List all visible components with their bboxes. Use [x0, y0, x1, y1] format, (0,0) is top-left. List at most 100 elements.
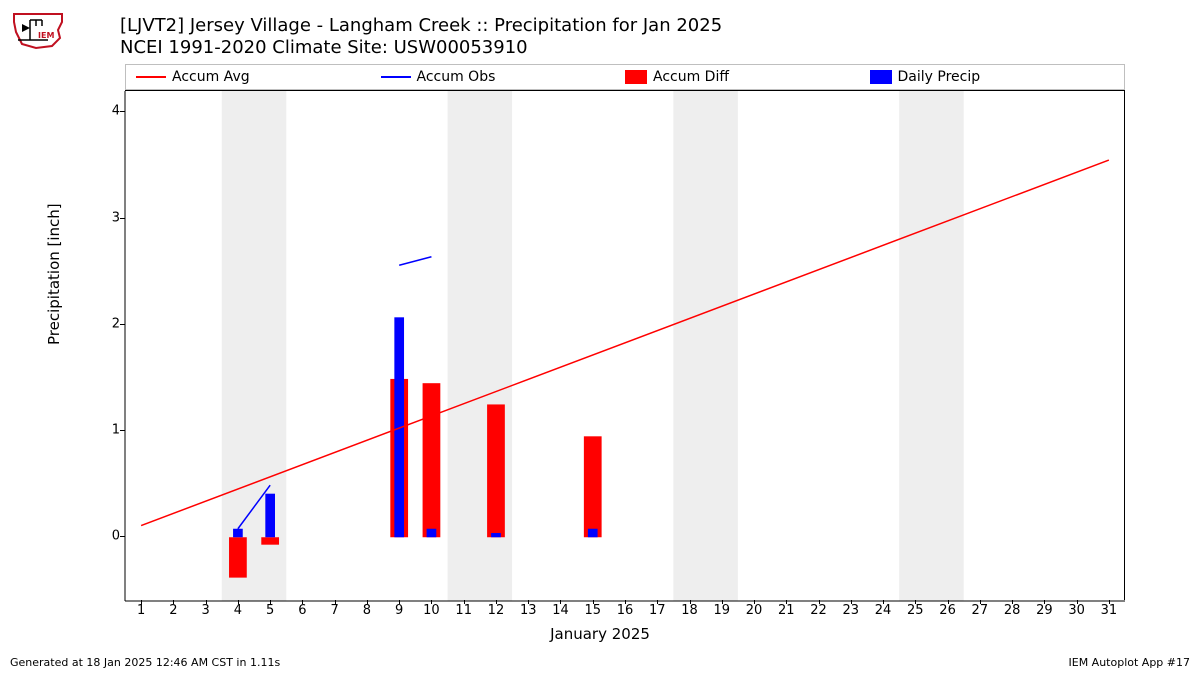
daily-precip-bar — [491, 533, 501, 537]
x-tick-label: 19 — [713, 603, 730, 618]
daily-precip-bar — [265, 494, 275, 538]
x-tick-mark — [980, 600, 981, 604]
x-tick-mark — [754, 600, 755, 604]
legend-label: Accum Obs — [417, 69, 496, 85]
accum-diff-bar — [261, 537, 279, 544]
x-tick-mark — [1077, 600, 1078, 604]
x-tick-mark — [141, 600, 142, 604]
title-line2: NCEI 1991-2020 Climate Site: USW00053910 — [120, 37, 722, 59]
x-tick-label: 13 — [520, 603, 537, 618]
x-tick-label: 9 — [395, 603, 403, 618]
x-tick-mark — [593, 600, 594, 604]
accum-obs-line — [399, 257, 431, 266]
chart-title: [LJVT2] Jersey Village - Langham Creek :… — [120, 15, 722, 58]
x-tick-label: 26 — [939, 603, 956, 618]
x-tick-label: 11 — [455, 603, 472, 618]
footer-app: IEM Autoplot App #17 — [1069, 656, 1191, 669]
x-tick-mark — [270, 600, 271, 604]
y-tick-label: 3 — [112, 210, 120, 225]
x-tick-mark — [1109, 600, 1110, 604]
x-tick-label: 10 — [423, 603, 440, 618]
svg-text:IEM: IEM — [38, 31, 54, 40]
y-tick-mark — [120, 536, 125, 537]
x-tick-label: 7 — [331, 603, 339, 618]
x-tick-mark — [560, 600, 561, 604]
x-tick-label: 30 — [1068, 603, 1085, 618]
legend-item: Accum Diff — [625, 69, 870, 85]
y-tick-label: 2 — [112, 316, 120, 331]
y-tick-mark — [120, 430, 125, 431]
x-tick-label: 5 — [266, 603, 274, 618]
legend-line-swatch — [136, 76, 166, 78]
x-tick-mark — [302, 600, 303, 604]
x-tick-mark — [819, 600, 820, 604]
y-tick-mark — [120, 218, 125, 219]
daily-precip-bar — [588, 529, 598, 538]
legend-label: Accum Diff — [653, 69, 729, 85]
x-tick-mark — [625, 600, 626, 604]
x-tick-label: 2 — [169, 603, 177, 618]
legend-item: Accum Avg — [136, 69, 381, 85]
x-tick-mark — [431, 600, 432, 604]
x-tick-label: 14 — [552, 603, 569, 618]
accum-diff-bar — [487, 404, 505, 537]
x-tick-mark — [206, 600, 207, 604]
x-tick-label: 21 — [778, 603, 795, 618]
weekend-band — [899, 91, 964, 601]
x-tick-label: 28 — [1004, 603, 1021, 618]
x-tick-label: 29 — [1036, 603, 1053, 618]
x-axis-label: January 2025 — [0, 625, 1200, 643]
legend-line-swatch — [381, 76, 411, 78]
x-tick-mark — [367, 600, 368, 604]
x-tick-mark — [335, 600, 336, 604]
x-tick-label: 22 — [810, 603, 827, 618]
x-tick-label: 24 — [875, 603, 892, 618]
x-tick-mark — [399, 600, 400, 604]
y-tick-label: 4 — [112, 104, 120, 119]
legend-label: Accum Avg — [172, 69, 250, 85]
x-tick-label: 23 — [843, 603, 860, 618]
y-tick-label: 0 — [112, 529, 120, 544]
x-tick-label: 27 — [972, 603, 989, 618]
x-tick-mark — [173, 600, 174, 604]
x-tick-label: 6 — [298, 603, 306, 618]
x-tick-label: 18 — [681, 603, 698, 618]
weekend-band — [222, 91, 287, 601]
weekend-band — [673, 91, 738, 601]
x-tick-mark — [851, 600, 852, 604]
x-tick-label: 16 — [617, 603, 634, 618]
iem-logo: IEM — [8, 8, 68, 53]
x-tick-mark — [464, 600, 465, 604]
x-tick-label: 3 — [202, 603, 210, 618]
x-tick-mark — [915, 600, 916, 604]
x-tick-mark — [528, 600, 529, 604]
x-tick-label: 17 — [649, 603, 666, 618]
daily-precip-bar — [427, 529, 437, 538]
x-tick-mark — [1044, 600, 1045, 604]
y-axis-label: Precipitation [inch] — [45, 203, 63, 345]
y-tick-mark — [120, 111, 125, 112]
x-tick-mark — [1012, 600, 1013, 604]
x-tick-mark — [657, 600, 658, 604]
x-tick-mark — [690, 600, 691, 604]
legend-item: Accum Obs — [381, 69, 626, 85]
x-tick-label: 31 — [1101, 603, 1118, 618]
legend-patch-swatch — [870, 70, 892, 84]
footer-generated: Generated at 18 Jan 2025 12:46 AM CST in… — [10, 656, 280, 669]
legend: Accum Avg Accum Obs Accum Diff Daily Precip — [125, 64, 1125, 90]
x-tick-mark — [948, 600, 949, 604]
x-tick-mark — [786, 600, 787, 604]
x-tick-mark — [883, 600, 884, 604]
legend-item: Daily Precip — [870, 69, 1115, 85]
title-line1: [LJVT2] Jersey Village - Langham Creek :… — [120, 15, 722, 37]
x-tick-mark — [238, 600, 239, 604]
x-tick-label: 4 — [234, 603, 242, 618]
x-tick-label: 1 — [137, 603, 145, 618]
accum-diff-bar — [584, 436, 602, 537]
legend-patch-swatch — [625, 70, 647, 84]
x-tick-label: 12 — [488, 603, 505, 618]
y-tick-mark — [120, 324, 125, 325]
accum-diff-bar — [423, 383, 441, 537]
x-tick-label: 8 — [363, 603, 371, 618]
daily-precip-bar — [233, 529, 243, 538]
